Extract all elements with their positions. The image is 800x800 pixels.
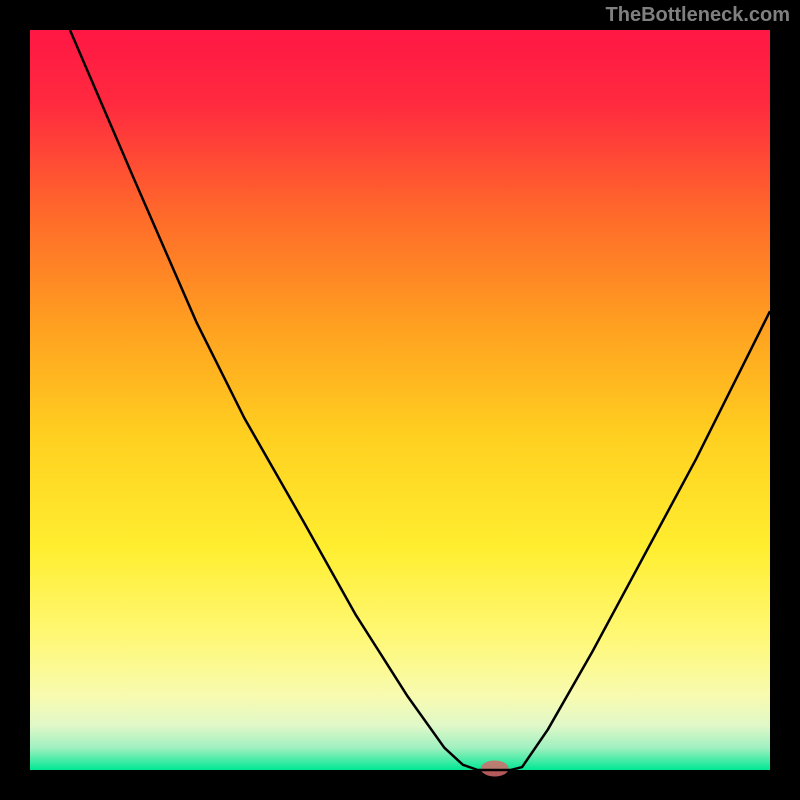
optimum-marker — [481, 761, 509, 777]
chart-svg — [0, 0, 800, 800]
bottleneck-chart — [0, 0, 800, 800]
watermark-text: TheBottleneck.com — [606, 4, 790, 27]
plot-background — [30, 30, 770, 770]
